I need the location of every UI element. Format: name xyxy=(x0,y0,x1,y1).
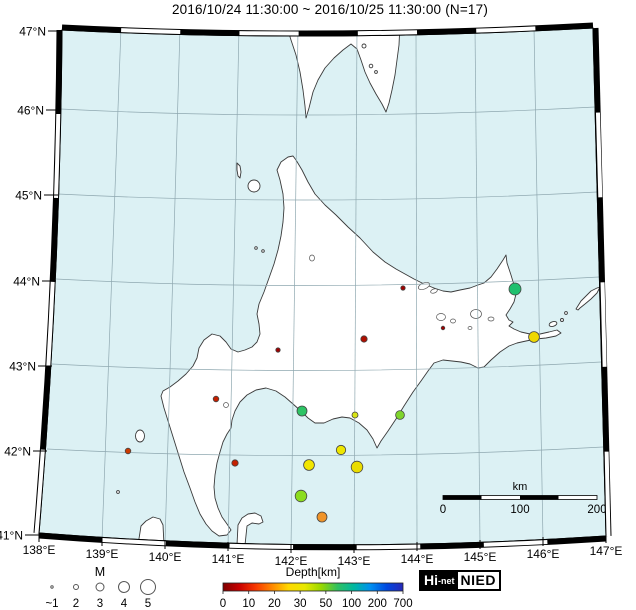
quake-marker xyxy=(508,282,522,296)
depth-legend: Depth[km] 0 10 20 30 50 100 200 700 xyxy=(220,565,413,610)
longitude-axis: 138°E 139°E 140°E 141°E 142°E 143°E 144°E 145°E… xyxy=(23,533,623,568)
shikotan-island xyxy=(548,321,558,327)
graticule-grid xyxy=(46,28,604,545)
quake-marker xyxy=(275,347,281,353)
quake-marker xyxy=(400,285,406,291)
depth-colorbar xyxy=(222,582,404,592)
quake-marker xyxy=(303,459,315,471)
latitude-axis: 47°N 46°N 45°N 44°N 43°N 42°N 41°N xyxy=(0,25,62,543)
magnitude-sample-circle xyxy=(140,579,156,595)
habomai-islet xyxy=(560,318,564,322)
moneron-islet xyxy=(361,43,367,49)
depth-tick-label: 700 xyxy=(393,598,412,610)
hinet-nied-logo[interactable]: Hi -net NIED xyxy=(419,570,501,591)
lat-label: 45°N xyxy=(15,189,42,203)
magnitude-sample-circle xyxy=(73,584,79,590)
quake-marker xyxy=(395,410,405,420)
quake-marker xyxy=(316,511,328,523)
okushiri-island xyxy=(135,429,145,443)
magnitude-tick-label: 3 xyxy=(97,598,103,610)
depth-tick-label: 200 xyxy=(368,598,387,610)
epicenter-markers xyxy=(124,282,540,523)
quake-marker xyxy=(294,489,308,503)
time-window-title: 2016/10/24 11:30:00 ~ 2016/10/25 11:30:0… xyxy=(171,2,489,17)
lon-label: 145°E xyxy=(464,550,497,564)
hinet-logo-net: -net xyxy=(438,572,458,589)
scalebar-tick-200: 200 xyxy=(587,504,606,516)
scalebar-tick-0: 0 xyxy=(440,504,446,516)
hinet-logo-hi: Hi xyxy=(421,572,438,589)
strait-islet xyxy=(564,311,568,315)
landmasses xyxy=(116,28,601,545)
lon-label: 142°E xyxy=(275,554,308,568)
magnitude-sample-circle xyxy=(50,585,54,589)
magnitude-legend-title: M xyxy=(95,565,105,579)
lon-label: 147°E xyxy=(590,544,623,558)
magnitude-tick-label: ~1 xyxy=(45,598,58,610)
depth-tick-label: 20 xyxy=(268,598,281,610)
lon-label: 138°E xyxy=(23,543,56,557)
quake-marker xyxy=(231,459,239,467)
aniva-islet xyxy=(368,63,374,69)
lon-label: 140°E xyxy=(149,550,182,564)
lat-label: 42°N xyxy=(4,445,31,459)
nied-logo: NIED xyxy=(457,572,499,589)
depth-tick-label: 100 xyxy=(342,598,361,610)
depth-tick-label: 10 xyxy=(242,598,255,610)
lon-label: 144°E xyxy=(401,552,434,566)
rebun-island xyxy=(236,162,242,179)
lon-label: 143°E xyxy=(338,554,371,568)
lon-label: 139°E xyxy=(86,547,119,561)
magnitude-legend: M ~1 2 3 4 5 xyxy=(45,565,156,610)
quake-marker xyxy=(296,405,308,417)
magnitude-tick-label: 5 xyxy=(145,598,151,610)
kunashir-island xyxy=(575,286,601,311)
quake-marker xyxy=(350,460,364,474)
shimokita-peninsula xyxy=(236,512,264,545)
lat-label: 43°N xyxy=(9,360,36,374)
sakhalin-tip xyxy=(285,28,401,119)
magnitude-tick-label: 2 xyxy=(73,598,79,610)
depth-tick-label: 0 xyxy=(220,598,226,610)
kojima-islet xyxy=(116,490,120,494)
distance-scalebar: km 0 100 200 xyxy=(440,481,606,516)
scalebar-tick-100: 100 xyxy=(510,504,529,516)
depth-tick-label: 30 xyxy=(294,598,307,610)
lat-label: 44°N xyxy=(13,275,40,289)
quake-marker xyxy=(212,395,220,403)
depth-legend-title: Depth[km] xyxy=(286,565,341,579)
quake-marker xyxy=(351,411,359,419)
teuri-island xyxy=(254,246,258,250)
quake-marker xyxy=(440,325,446,331)
depth-tick-label: 50 xyxy=(319,598,332,610)
lat-label: 47°N xyxy=(19,25,46,39)
lon-label: 141°E xyxy=(212,552,245,566)
quake-marker xyxy=(528,331,540,343)
magnitude-tick-label: 4 xyxy=(121,598,128,610)
lat-label: 41°N xyxy=(0,529,23,543)
scalebar-unit: km xyxy=(513,481,528,493)
yagishiri-island xyxy=(261,249,265,253)
quake-marker xyxy=(335,444,347,456)
hokkaido-island xyxy=(160,155,562,537)
lon-label: 146°E xyxy=(527,547,560,561)
lat-label: 46°N xyxy=(17,104,44,118)
quake-marker xyxy=(360,335,368,343)
magnitude-sample-circle xyxy=(118,581,130,593)
rishiri-island xyxy=(247,179,261,193)
aniva-islet2 xyxy=(374,70,378,74)
magnitude-sample-circle xyxy=(95,582,105,592)
quake-marker xyxy=(124,447,132,455)
